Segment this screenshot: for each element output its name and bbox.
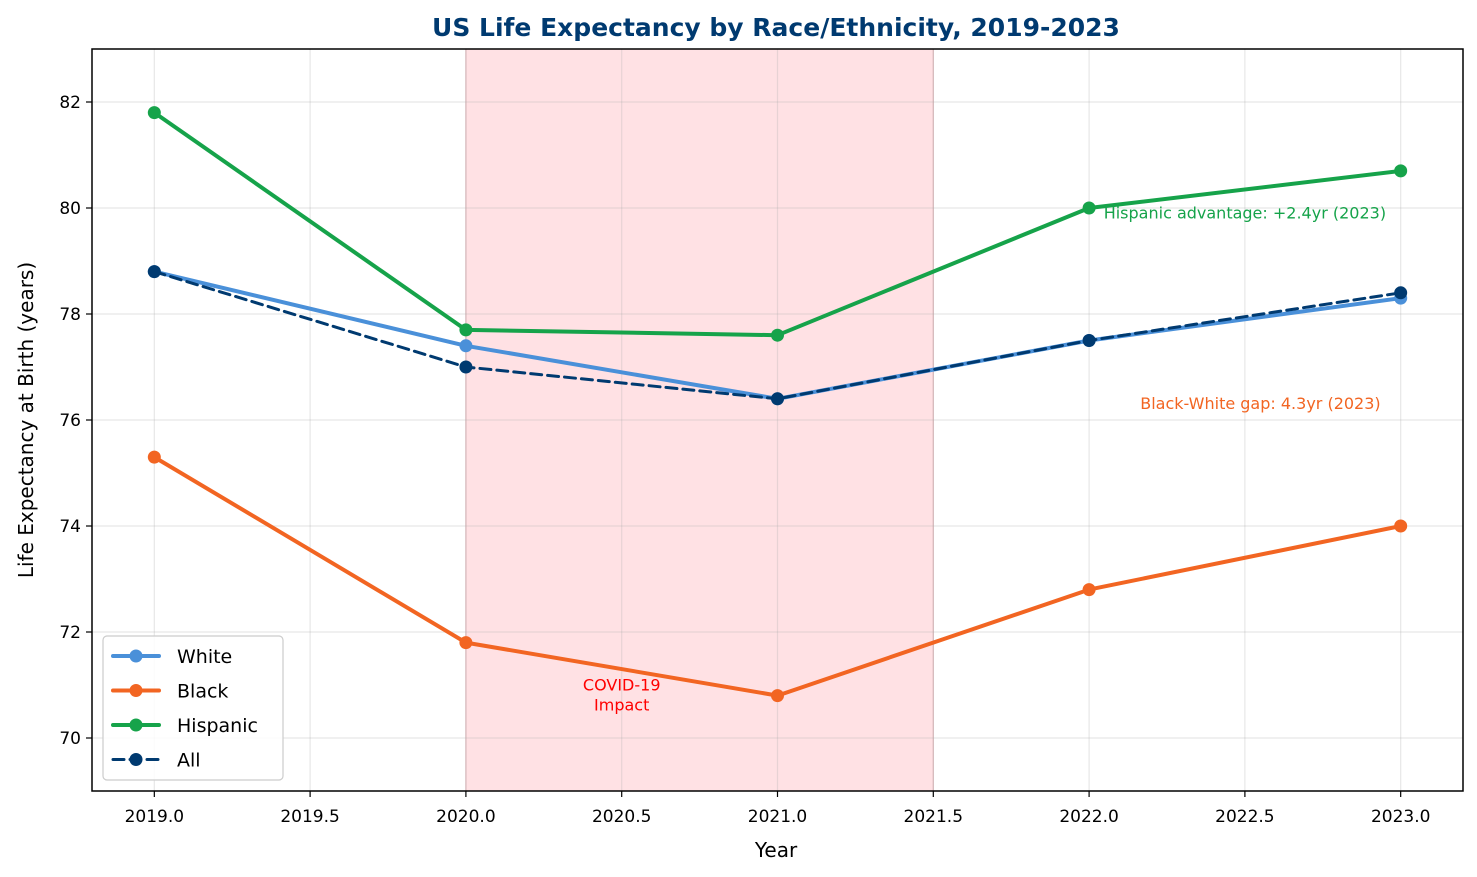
x-tick-label: 2022.5: [1215, 807, 1274, 827]
data-point-hispanic-2022: [1082, 201, 1096, 215]
x-tick-label: 2022.0: [1059, 807, 1118, 827]
chart-title: US Life Expectancy by Race/Ethnicity, 20…: [432, 13, 1120, 42]
annotation-black-white-gap: Black-White gap: 4.3yr (2023): [1140, 394, 1380, 413]
data-point-all-2019: [147, 265, 161, 279]
data-point-all-2021: [771, 392, 784, 406]
x-tick-label: 2019.5: [280, 807, 339, 827]
y-axis-label: Life Expectancy at Birth (years): [14, 262, 38, 578]
x-tick-label: 2020.0: [436, 807, 495, 827]
data-point-black-2022: [1082, 583, 1096, 597]
legend-label-black: Black: [177, 681, 228, 703]
y-tick-label: 82: [59, 93, 81, 113]
legend-marker-black: [129, 684, 143, 697]
data-point-hispanic-2020: [459, 323, 473, 337]
legend-label-all: All: [177, 750, 201, 772]
data-point-all-2020: [459, 360, 473, 374]
data-point-all-2023: [1394, 286, 1408, 300]
legend: White Black Hispanic All: [102, 635, 284, 781]
x-tick-label: 2021.0: [748, 807, 807, 827]
covid-impact-label: Impact: [594, 695, 649, 714]
data-point-black-2020: [459, 636, 473, 650]
y-tick-label: 80: [59, 199, 81, 219]
x-axis-label: Year: [754, 838, 798, 862]
x-tick-label: 2023.0: [1371, 807, 1430, 827]
legend-marker-white: [129, 649, 143, 663]
data-point-black-2021: [771, 689, 784, 703]
x-tick-label: 2021.5: [904, 807, 963, 827]
legend-label-hispanic: Hispanic: [177, 715, 258, 737]
y-tick-label: 76: [59, 411, 81, 431]
y-tick-label: 74: [59, 517, 81, 537]
data-point-black-2023: [1394, 519, 1408, 533]
data-point-all-2022: [1082, 334, 1096, 347]
data-point-hispanic-2021: [771, 328, 784, 342]
y-tick-label: 78: [59, 305, 81, 325]
data-point-hispanic-2019: [147, 106, 161, 120]
data-point-hispanic-2023: [1394, 164, 1408, 178]
y-tick-label: 70: [59, 729, 81, 749]
data-point-black-2019: [147, 450, 161, 464]
legend-marker-hispanic: [129, 718, 143, 732]
legend-marker-all: [129, 753, 143, 766]
x-tick-label: 2020.5: [592, 807, 651, 827]
covid-impact-label: COVID-19: [583, 675, 661, 694]
legend-box: [102, 635, 284, 781]
x-tick-label: 2019.0: [125, 807, 184, 827]
annotation-hispanic-advantage: Hispanic advantage: +2.4yr (2023): [1104, 203, 1386, 222]
y-tick-label: 72: [59, 623, 81, 643]
legend-label-white: White: [177, 646, 232, 668]
data-point-white-2020: [459, 339, 473, 353]
